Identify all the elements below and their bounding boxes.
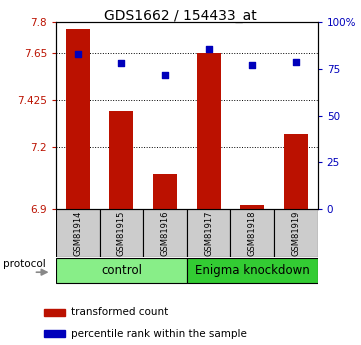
Bar [240,205,264,209]
Text: percentile rank within the sample: percentile rank within the sample [71,329,247,339]
Text: control: control [101,264,142,277]
Text: GDS1662 / 154433_at: GDS1662 / 154433_at [104,9,257,23]
Point [249,62,255,68]
Bar [56,258,187,283]
Text: GSM81917: GSM81917 [204,210,213,256]
Bar [153,174,177,209]
Bar [143,209,187,257]
Text: protocol: protocol [3,259,45,269]
Text: GSM81916: GSM81916 [161,210,170,256]
Bar [109,111,133,209]
Point [75,51,81,57]
Bar [187,258,318,283]
Point [293,59,299,64]
Bar [100,209,143,257]
Text: GSM81915: GSM81915 [117,210,126,256]
Bar [197,53,221,209]
Bar [284,134,308,209]
Text: GSM81914: GSM81914 [73,210,82,256]
Text: Enigma knockdown: Enigma knockdown [195,264,310,277]
Point [206,46,212,51]
Bar [187,209,230,257]
Bar [66,29,90,209]
Point [118,61,124,66]
Point [162,72,168,77]
Text: transformed count: transformed count [71,307,168,317]
Bar [44,309,65,316]
Bar [56,209,100,257]
Bar [230,209,274,257]
Bar [274,209,318,257]
Text: GSM81918: GSM81918 [248,210,257,256]
Bar [44,330,65,337]
Text: GSM81919: GSM81919 [291,210,300,256]
